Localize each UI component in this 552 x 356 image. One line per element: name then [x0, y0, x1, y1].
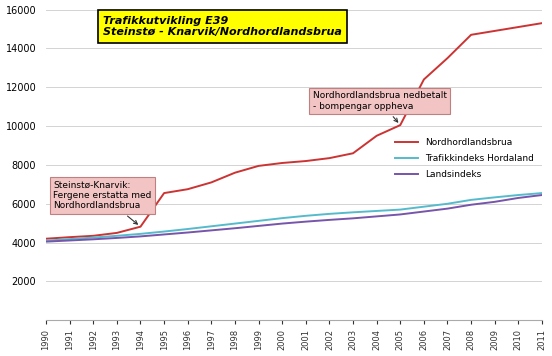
Trafikkindeks Hordaland	[184, 227, 191, 231]
Trafikkindeks Hordaland	[373, 209, 380, 213]
Trafikkindeks Hordaland	[279, 216, 285, 220]
Trafikkindeks Hordaland	[468, 198, 474, 202]
Trafikkindeks Hordaland	[515, 193, 522, 197]
Trafikkindeks Hordaland	[232, 221, 238, 226]
Landsindeks	[444, 206, 451, 211]
Trafikkindeks Hordaland	[539, 191, 545, 195]
Trafikkindeks Hordaland	[350, 210, 357, 214]
Nordhordlandsbrua	[43, 237, 49, 241]
Landsindeks	[421, 209, 427, 214]
Nordhordlandsbrua	[515, 25, 522, 29]
Nordhordlandsbrua	[539, 21, 545, 25]
Nordhordlandsbrua	[421, 77, 427, 82]
Nordhordlandsbrua	[137, 225, 144, 229]
Landsindeks	[279, 221, 285, 226]
Landsindeks	[302, 220, 309, 224]
Text: Nordhordlandsbrua nedbetalt
- bompengar oppheva: Nordhordlandsbrua nedbetalt - bompengar …	[313, 91, 447, 122]
Landsindeks	[350, 216, 357, 220]
Nordhordlandsbrua	[279, 161, 285, 165]
Trafikkindeks Hordaland	[161, 229, 167, 234]
Trafikkindeks Hordaland	[208, 224, 215, 229]
Landsindeks	[255, 224, 262, 228]
Trafikkindeks Hordaland	[114, 234, 120, 238]
Landsindeks	[66, 238, 73, 242]
Nordhordlandsbrua	[350, 151, 357, 156]
Trafikkindeks Hordaland	[421, 205, 427, 209]
Landsindeks	[208, 228, 215, 232]
Trafikkindeks Hordaland	[397, 208, 404, 212]
Text: Steinstø-Knarvik:
Fergene erstatta med
Nordhordlandsbrua: Steinstø-Knarvik: Fergene erstatta med N…	[53, 180, 151, 224]
Landsindeks	[137, 234, 144, 239]
Landsindeks	[90, 237, 97, 241]
Landsindeks	[326, 218, 333, 222]
Nordhordlandsbrua	[326, 156, 333, 160]
Nordhordlandsbrua	[232, 171, 238, 175]
Nordhordlandsbrua	[208, 180, 215, 184]
Legend: Nordhordlandsbrua, Trafikkindeks Hordaland, Landsindeks: Nordhordlandsbrua, Trafikkindeks Hordala…	[391, 134, 538, 183]
Nordhordlandsbrua	[255, 164, 262, 168]
Landsindeks	[184, 230, 191, 235]
Nordhordlandsbrua	[302, 159, 309, 163]
Line: Nordhordlandsbrua: Nordhordlandsbrua	[46, 23, 542, 239]
Nordhordlandsbrua	[468, 33, 474, 37]
Trafikkindeks Hordaland	[302, 214, 309, 218]
Landsindeks	[373, 214, 380, 219]
Trafikkindeks Hordaland	[66, 237, 73, 241]
Landsindeks	[161, 232, 167, 237]
Landsindeks	[515, 196, 522, 200]
Trafikkindeks Hordaland	[90, 235, 97, 240]
Landsindeks	[232, 226, 238, 230]
Line: Landsindeks: Landsindeks	[46, 195, 542, 242]
Nordhordlandsbrua	[66, 235, 73, 239]
Landsindeks	[114, 236, 120, 240]
Text: Trafikkutvikling E39
Steinstø - Knarvik/Nordhordlandsbrua: Trafikkutvikling E39 Steinstø - Knarvik/…	[103, 16, 342, 37]
Trafikkindeks Hordaland	[43, 239, 49, 243]
Trafikkindeks Hordaland	[326, 212, 333, 216]
Landsindeks	[539, 193, 545, 197]
Trafikkindeks Hordaland	[137, 232, 144, 236]
Nordhordlandsbrua	[397, 123, 404, 127]
Nordhordlandsbrua	[90, 234, 97, 238]
Line: Trafikkindeks Hordaland: Trafikkindeks Hordaland	[46, 193, 542, 241]
Nordhordlandsbrua	[161, 191, 167, 195]
Nordhordlandsbrua	[373, 134, 380, 138]
Trafikkindeks Hordaland	[444, 201, 451, 206]
Trafikkindeks Hordaland	[491, 195, 498, 199]
Nordhordlandsbrua	[491, 29, 498, 33]
Trafikkindeks Hordaland	[255, 219, 262, 223]
Landsindeks	[43, 240, 49, 244]
Nordhordlandsbrua	[184, 187, 191, 191]
Nordhordlandsbrua	[444, 56, 451, 60]
Landsindeks	[468, 203, 474, 207]
Nordhordlandsbrua	[114, 231, 120, 235]
Landsindeks	[397, 212, 404, 216]
Landsindeks	[491, 200, 498, 204]
